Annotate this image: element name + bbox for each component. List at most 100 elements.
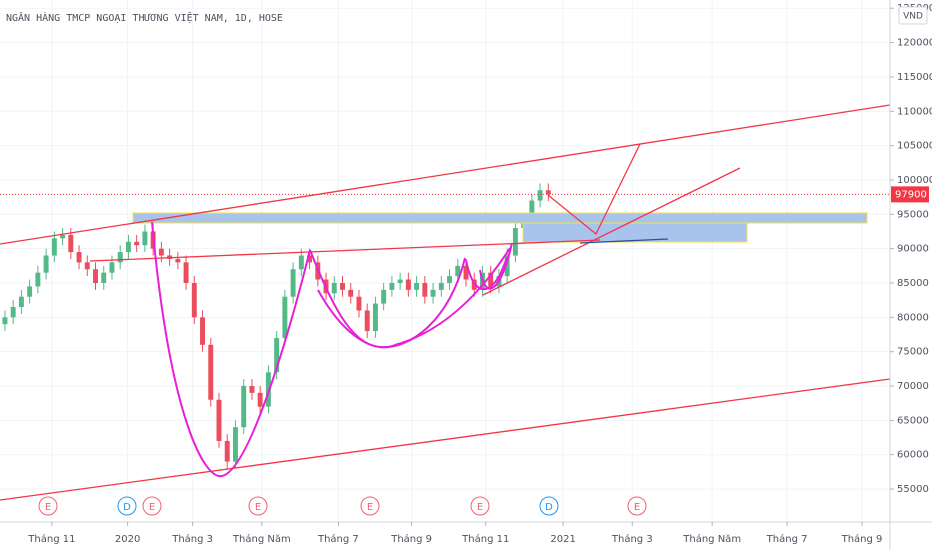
y-tick-label: 80000: [897, 312, 929, 323]
candle-body: [249, 386, 255, 393]
candle-body: [430, 289, 436, 297]
event-label: E: [634, 502, 640, 513]
candle-body: [2, 317, 8, 325]
candle-body: [340, 282, 345, 290]
zone: [522, 222, 748, 243]
event-label: E: [477, 502, 483, 513]
x-tick-label: Tháng 3: [611, 533, 653, 545]
candle-body: [290, 269, 296, 297]
candle-body: [117, 252, 123, 263]
x-tick-label: Tháng 9: [841, 533, 883, 545]
trend-line: [0, 378, 891, 501]
candle-body: [257, 392, 263, 407]
candle-body: [504, 255, 510, 277]
candle-body: [27, 286, 33, 297]
candle-body: [274, 337, 280, 373]
last-price-label: 97900: [895, 189, 927, 200]
y-tick-label: 110000: [897, 106, 932, 117]
candle-body: [76, 252, 82, 263]
trend-line: [0, 104, 891, 245]
currency-box: [898, 6, 928, 25]
y-tick-label: 95000: [897, 209, 929, 220]
event-marker: [117, 496, 137, 516]
x-tick-label: Tháng 9: [390, 533, 432, 545]
candle-body: [381, 289, 387, 304]
candle-body: [282, 296, 288, 338]
candle-body: [307, 255, 313, 263]
candle-body: [60, 234, 66, 239]
y-tick-label: 90000: [897, 244, 929, 255]
y-tick-label: 70000: [897, 381, 929, 392]
candle-body: [10, 307, 16, 318]
chart-title: NGÂN HÀNG TMCP NGOẠI THƯƠNG VIỆT NAM, 1D…: [6, 11, 283, 24]
event-marker: [248, 496, 268, 516]
x-tick-label: Tháng Năm: [682, 533, 741, 545]
candle-body: [298, 255, 304, 270]
candle-body: [348, 289, 354, 297]
candle-body: [438, 282, 444, 290]
candle-body: [422, 282, 428, 297]
candle-body: [158, 248, 164, 256]
y-tick-label: 85000: [897, 278, 929, 289]
y-tick-label: 65000: [897, 415, 929, 426]
candle-body: [191, 282, 197, 318]
candle-body: [109, 262, 115, 273]
candle-body: [372, 303, 378, 332]
candle-body: [331, 282, 337, 294]
x-tick-label: Tháng 11: [27, 533, 75, 545]
candle-body: [134, 241, 140, 246]
x-tick-label: Tháng 3: [171, 533, 213, 545]
event-marker: [539, 496, 559, 516]
candle-body: [93, 269, 98, 283]
candle-body: [537, 190, 543, 201]
candle-body: [51, 238, 57, 256]
candle-body: [142, 231, 148, 246]
y-tick-label: 105000: [897, 141, 932, 152]
candle-body: [101, 272, 107, 283]
candle-body: [241, 386, 247, 428]
x-tick-label: 2021: [550, 534, 575, 545]
event-marker: [470, 496, 490, 516]
y-tick-label: 100000: [897, 175, 932, 186]
candle-body: [43, 255, 49, 273]
last-price-box: [891, 186, 929, 203]
y-tick-label: 120000: [897, 38, 932, 49]
candle-body: [18, 296, 24, 308]
candle-body: [463, 265, 469, 280]
candle-body: [512, 228, 518, 256]
candle-body: [529, 200, 535, 222]
candle-body: [35, 272, 41, 287]
candle-body: [397, 279, 403, 283]
candle-body: [125, 241, 131, 253]
candle-body: [545, 190, 551, 195]
candle-body: [488, 272, 494, 287]
candle-body: [455, 265, 461, 277]
cup-curve: [465, 257, 508, 290]
currency: VND: [903, 12, 923, 22]
event-label: E: [45, 502, 51, 513]
candle-body: [216, 399, 222, 441]
candle-body: [84, 262, 90, 270]
trend-line: [482, 167, 741, 296]
candle-body: [68, 234, 74, 253]
x-tick-label: Tháng 7: [317, 533, 359, 545]
candle-body: [208, 344, 214, 400]
drawings: [0, 104, 891, 501]
trend-line: [89, 239, 601, 262]
cup-curve: [479, 242, 513, 290]
cup-curve: [151, 221, 311, 478]
event-marker: [627, 496, 647, 516]
cup-curve: [317, 247, 511, 349]
x-tick-label: Tháng 11: [461, 533, 509, 545]
candle-body: [447, 276, 452, 283]
trend-line: [579, 238, 669, 244]
event-label: E: [149, 502, 155, 513]
x-tick-label: Tháng Năm: [232, 533, 291, 545]
candle-body: [224, 440, 230, 462]
event-marker: [38, 496, 58, 516]
event-label: E: [367, 502, 373, 513]
candle-body: [414, 282, 420, 290]
event-marker: [360, 496, 380, 516]
candle-body: [364, 310, 370, 332]
